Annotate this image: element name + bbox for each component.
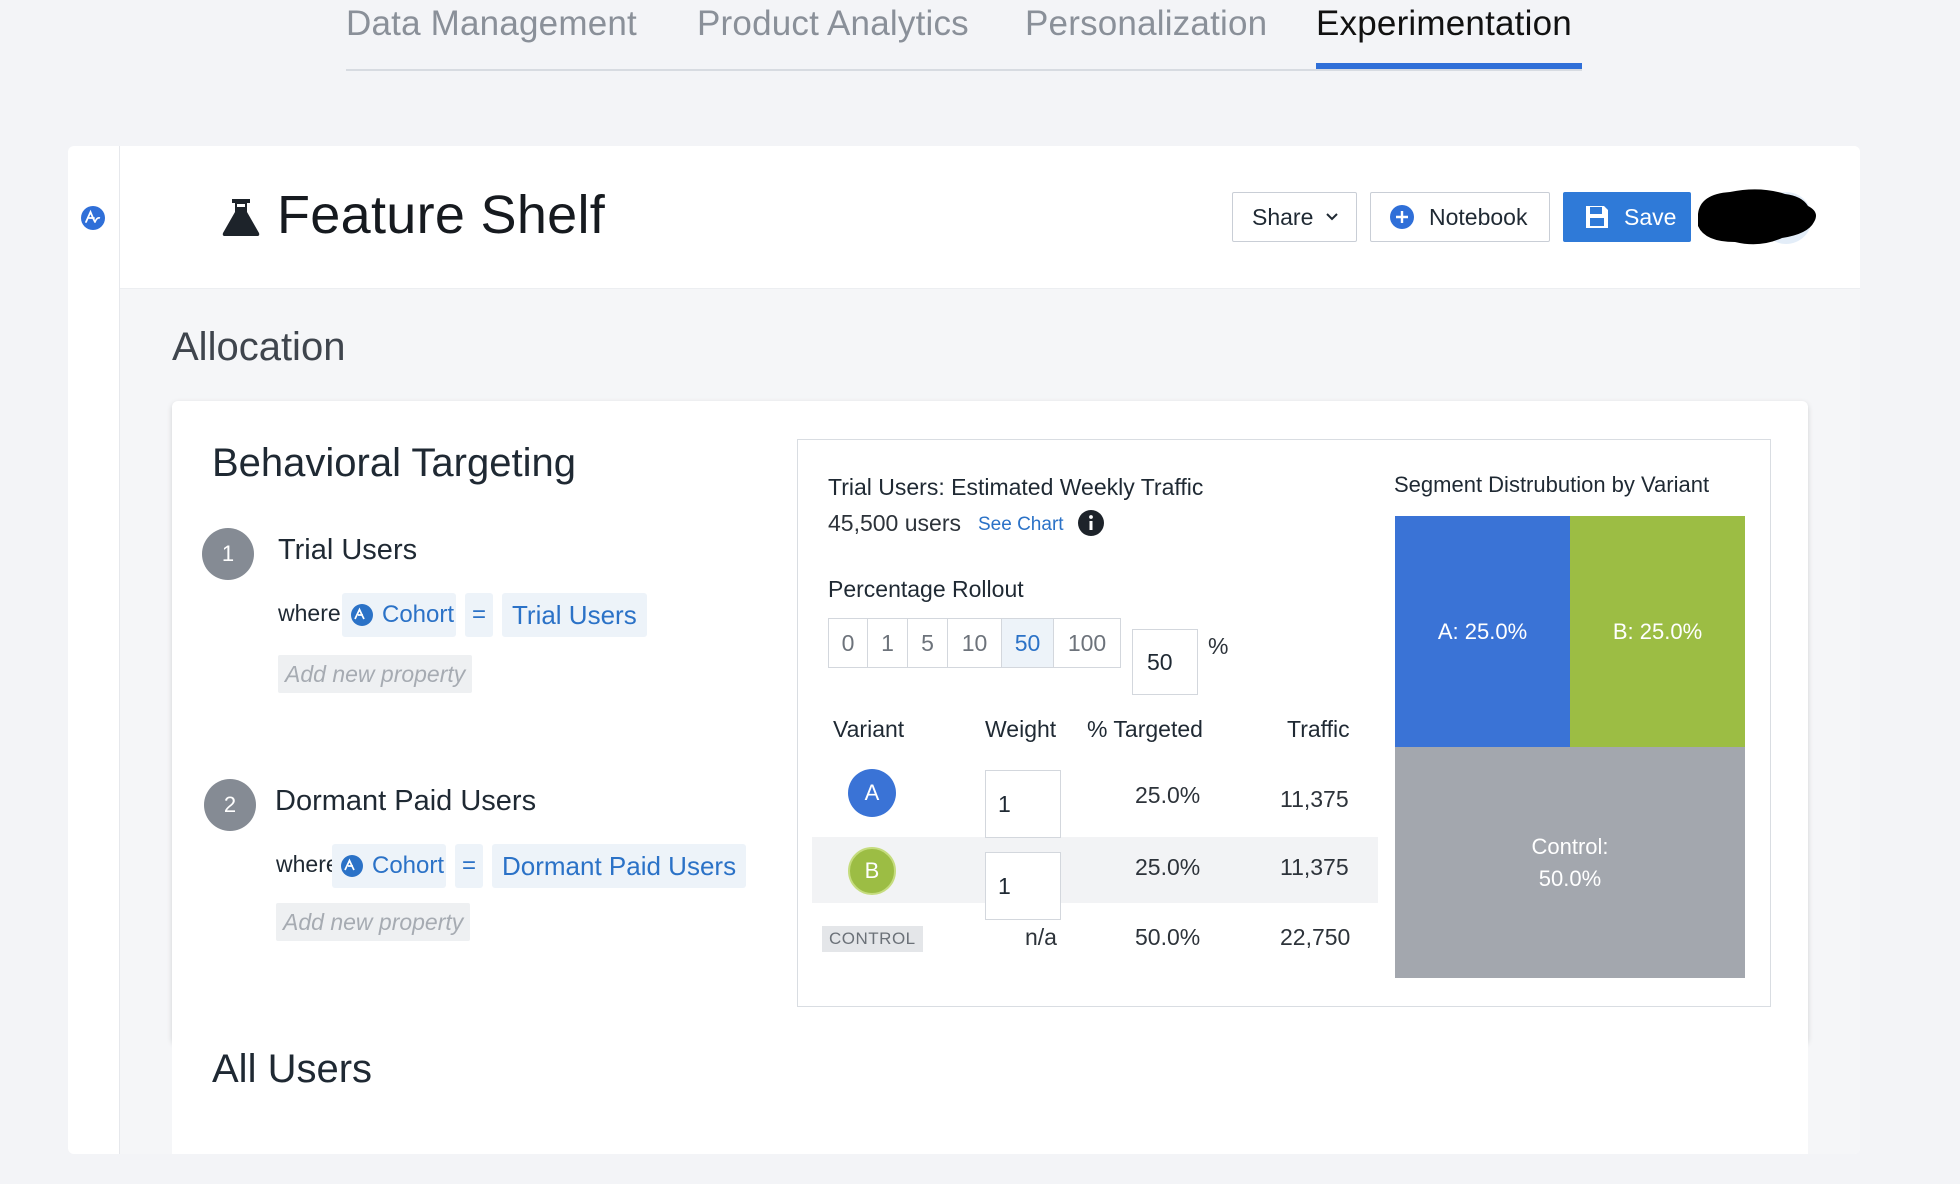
variant-a-badge: A (848, 769, 896, 817)
variant-b-badge: B (848, 847, 896, 895)
rollout-option-5[interactable]: 5 (907, 618, 948, 668)
segment-number: 2 (204, 779, 256, 831)
product-nav: Data Management Product Analytics Person… (346, 0, 1582, 71)
active-tab-indicator (1316, 63, 1582, 69)
add-property-button[interactable]: Add new property (278, 655, 473, 693)
header-variant: Variant (833, 716, 905, 742)
operator-chip[interactable]: = (455, 844, 483, 888)
all-users-panel: All Users (172, 1007, 1808, 1154)
traffic-allocation-box: Trial Users: Estimated Weekly Traffic 45… (797, 439, 1771, 1007)
value-chip[interactable]: Dormant Paid Users (492, 844, 747, 888)
save-button[interactable]: Save (1563, 192, 1691, 242)
panel-title: Behavioral Targeting (212, 441, 576, 485)
header-traffic: Traffic (1287, 716, 1350, 742)
amplitude-logo-icon[interactable] (80, 205, 106, 231)
estimated-users: 45,500 users (828, 510, 961, 536)
traffic-cell: 11,375 (1280, 854, 1349, 880)
targeted-cell: 50.0% (1135, 924, 1201, 950)
targeted-cell: 25.0% (1135, 782, 1201, 808)
share-button[interactable]: Share (1232, 192, 1357, 242)
property-chip[interactable]: Cohort (332, 844, 446, 888)
save-disk-icon (1586, 206, 1608, 228)
value-chip[interactable]: Trial Users (502, 593, 647, 637)
experiment-card: Feature Shelf Share Notebook Save +2 All… (68, 146, 1860, 1154)
control-tag: CONTROL (822, 926, 923, 952)
allocation-area: Allocation Behavioral Targeting 1 Trial … (120, 289, 1860, 1154)
control-share-label: Control: (1531, 833, 1609, 859)
tab-product-analytics[interactable]: Product Analytics (697, 4, 969, 43)
header-targeted: % Targeted (1087, 716, 1203, 742)
notebook-button[interactable]: Notebook (1370, 192, 1550, 242)
where-label: where (278, 600, 341, 626)
rollout-presets: 0 1 5 10 50 100 (828, 618, 1121, 668)
segment-name: Trial Users (278, 534, 418, 566)
rollout-percent-input[interactable]: 50 (1132, 629, 1198, 695)
tab-experimentation[interactable]: Experimentation (1316, 4, 1572, 43)
share-label: Share (1252, 203, 1314, 230)
rollout-option-10[interactable]: 10 (947, 618, 1002, 668)
save-label: Save (1624, 203, 1677, 230)
amplitude-icon (351, 604, 373, 626)
where-label: where (276, 851, 339, 877)
all-users-title: All Users (212, 1047, 373, 1091)
traffic-cell: 11,375 (1280, 786, 1349, 812)
rollout-option-50[interactable]: 50 (1001, 618, 1054, 668)
weight-na: n/a (1025, 924, 1057, 950)
tab-personalization[interactable]: Personalization (1025, 4, 1268, 43)
page-header: Feature Shelf Share Notebook Save +2 (120, 146, 1860, 289)
property-label: Cohort (372, 852, 445, 879)
amplitude-icon (341, 855, 363, 877)
targeted-cell: 25.0% (1135, 854, 1201, 880)
add-property-button[interactable]: Add new property (276, 903, 471, 941)
page-title: Feature Shelf (277, 185, 606, 245)
weight-input[interactable]: 1 (985, 770, 1061, 838)
rollout-option-1[interactable]: 1 (867, 618, 908, 668)
segment-name: Dormant Paid Users (275, 785, 537, 817)
chevron-down-icon (1326, 213, 1339, 221)
section-title: Allocation (172, 325, 346, 369)
header-weight: Weight (985, 716, 1057, 742)
weight-input[interactable]: 1 (985, 852, 1061, 920)
left-rail (68, 146, 120, 1154)
tab-data-management[interactable]: Data Management (346, 4, 637, 43)
see-chart-link[interactable]: See Chart (978, 514, 1064, 535)
segment-number: 1 (202, 528, 254, 580)
traffic-cell: 22,750 (1280, 924, 1351, 950)
rollout-option-100[interactable]: 100 (1053, 618, 1121, 668)
distribution-title: Segment Distrubution by Variant (1394, 472, 1710, 497)
variant-a-share: A: 25.0% (1437, 618, 1528, 644)
property-chip[interactable]: Cohort (342, 593, 456, 637)
operator-chip[interactable]: = (465, 593, 493, 637)
property-label: Cohort (382, 601, 455, 628)
plus-circle-icon (1390, 205, 1414, 229)
variant-b-block: B: 25.0% (1570, 516, 1745, 747)
distribution-chart: A: 25.0% B: 25.0% Control: 50.0% (1395, 516, 1745, 978)
info-icon[interactable] (1077, 509, 1105, 537)
control-block: Control: 50.0% (1395, 747, 1745, 978)
rollout-label: Percentage Rollout (828, 576, 1024, 602)
avatar[interactable] (1690, 184, 1840, 248)
rollout-option-0[interactable]: 0 (828, 618, 868, 668)
control-share-value: 50.0% (1538, 865, 1602, 891)
percent-sign: % (1208, 633, 1229, 659)
traffic-title: Trial Users: Estimated Weekly Traffic (828, 474, 1204, 500)
table-row-highlight (812, 837, 1378, 903)
variant-a-block: A: 25.0% (1395, 516, 1570, 747)
behavioral-targeting-panel: Behavioral Targeting 1 Trial Users where… (172, 401, 1808, 1043)
flask-icon (222, 199, 260, 236)
variant-b-share: B: 25.0% (1612, 618, 1703, 644)
notebook-label: Notebook (1429, 203, 1528, 230)
